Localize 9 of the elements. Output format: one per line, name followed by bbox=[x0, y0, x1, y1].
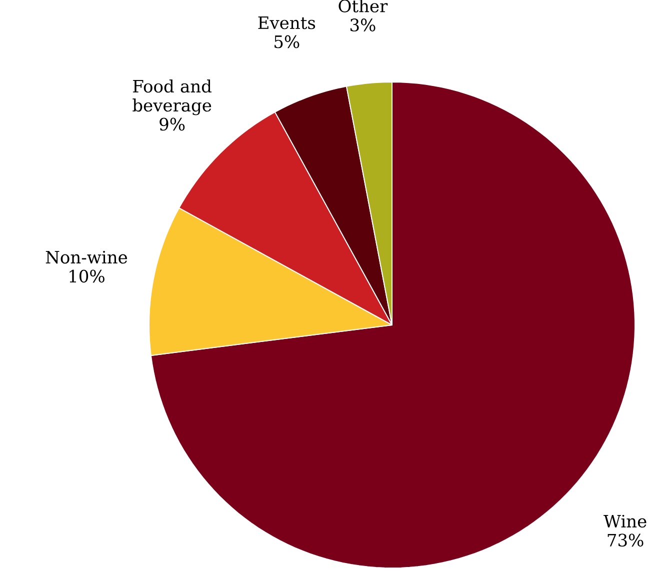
slice-label: Events bbox=[258, 16, 316, 30]
data-label: 9% bbox=[160, 118, 185, 131]
data-label: 73% bbox=[608, 534, 644, 547]
data-label: 3% bbox=[350, 18, 376, 32]
slice-label: Wine bbox=[604, 514, 646, 528]
data-label: 5% bbox=[274, 35, 300, 48]
data-label: 10% bbox=[70, 270, 104, 283]
slice-label: Food and beverage bbox=[132, 79, 212, 116]
slice-label: Non-wine bbox=[46, 250, 128, 264]
